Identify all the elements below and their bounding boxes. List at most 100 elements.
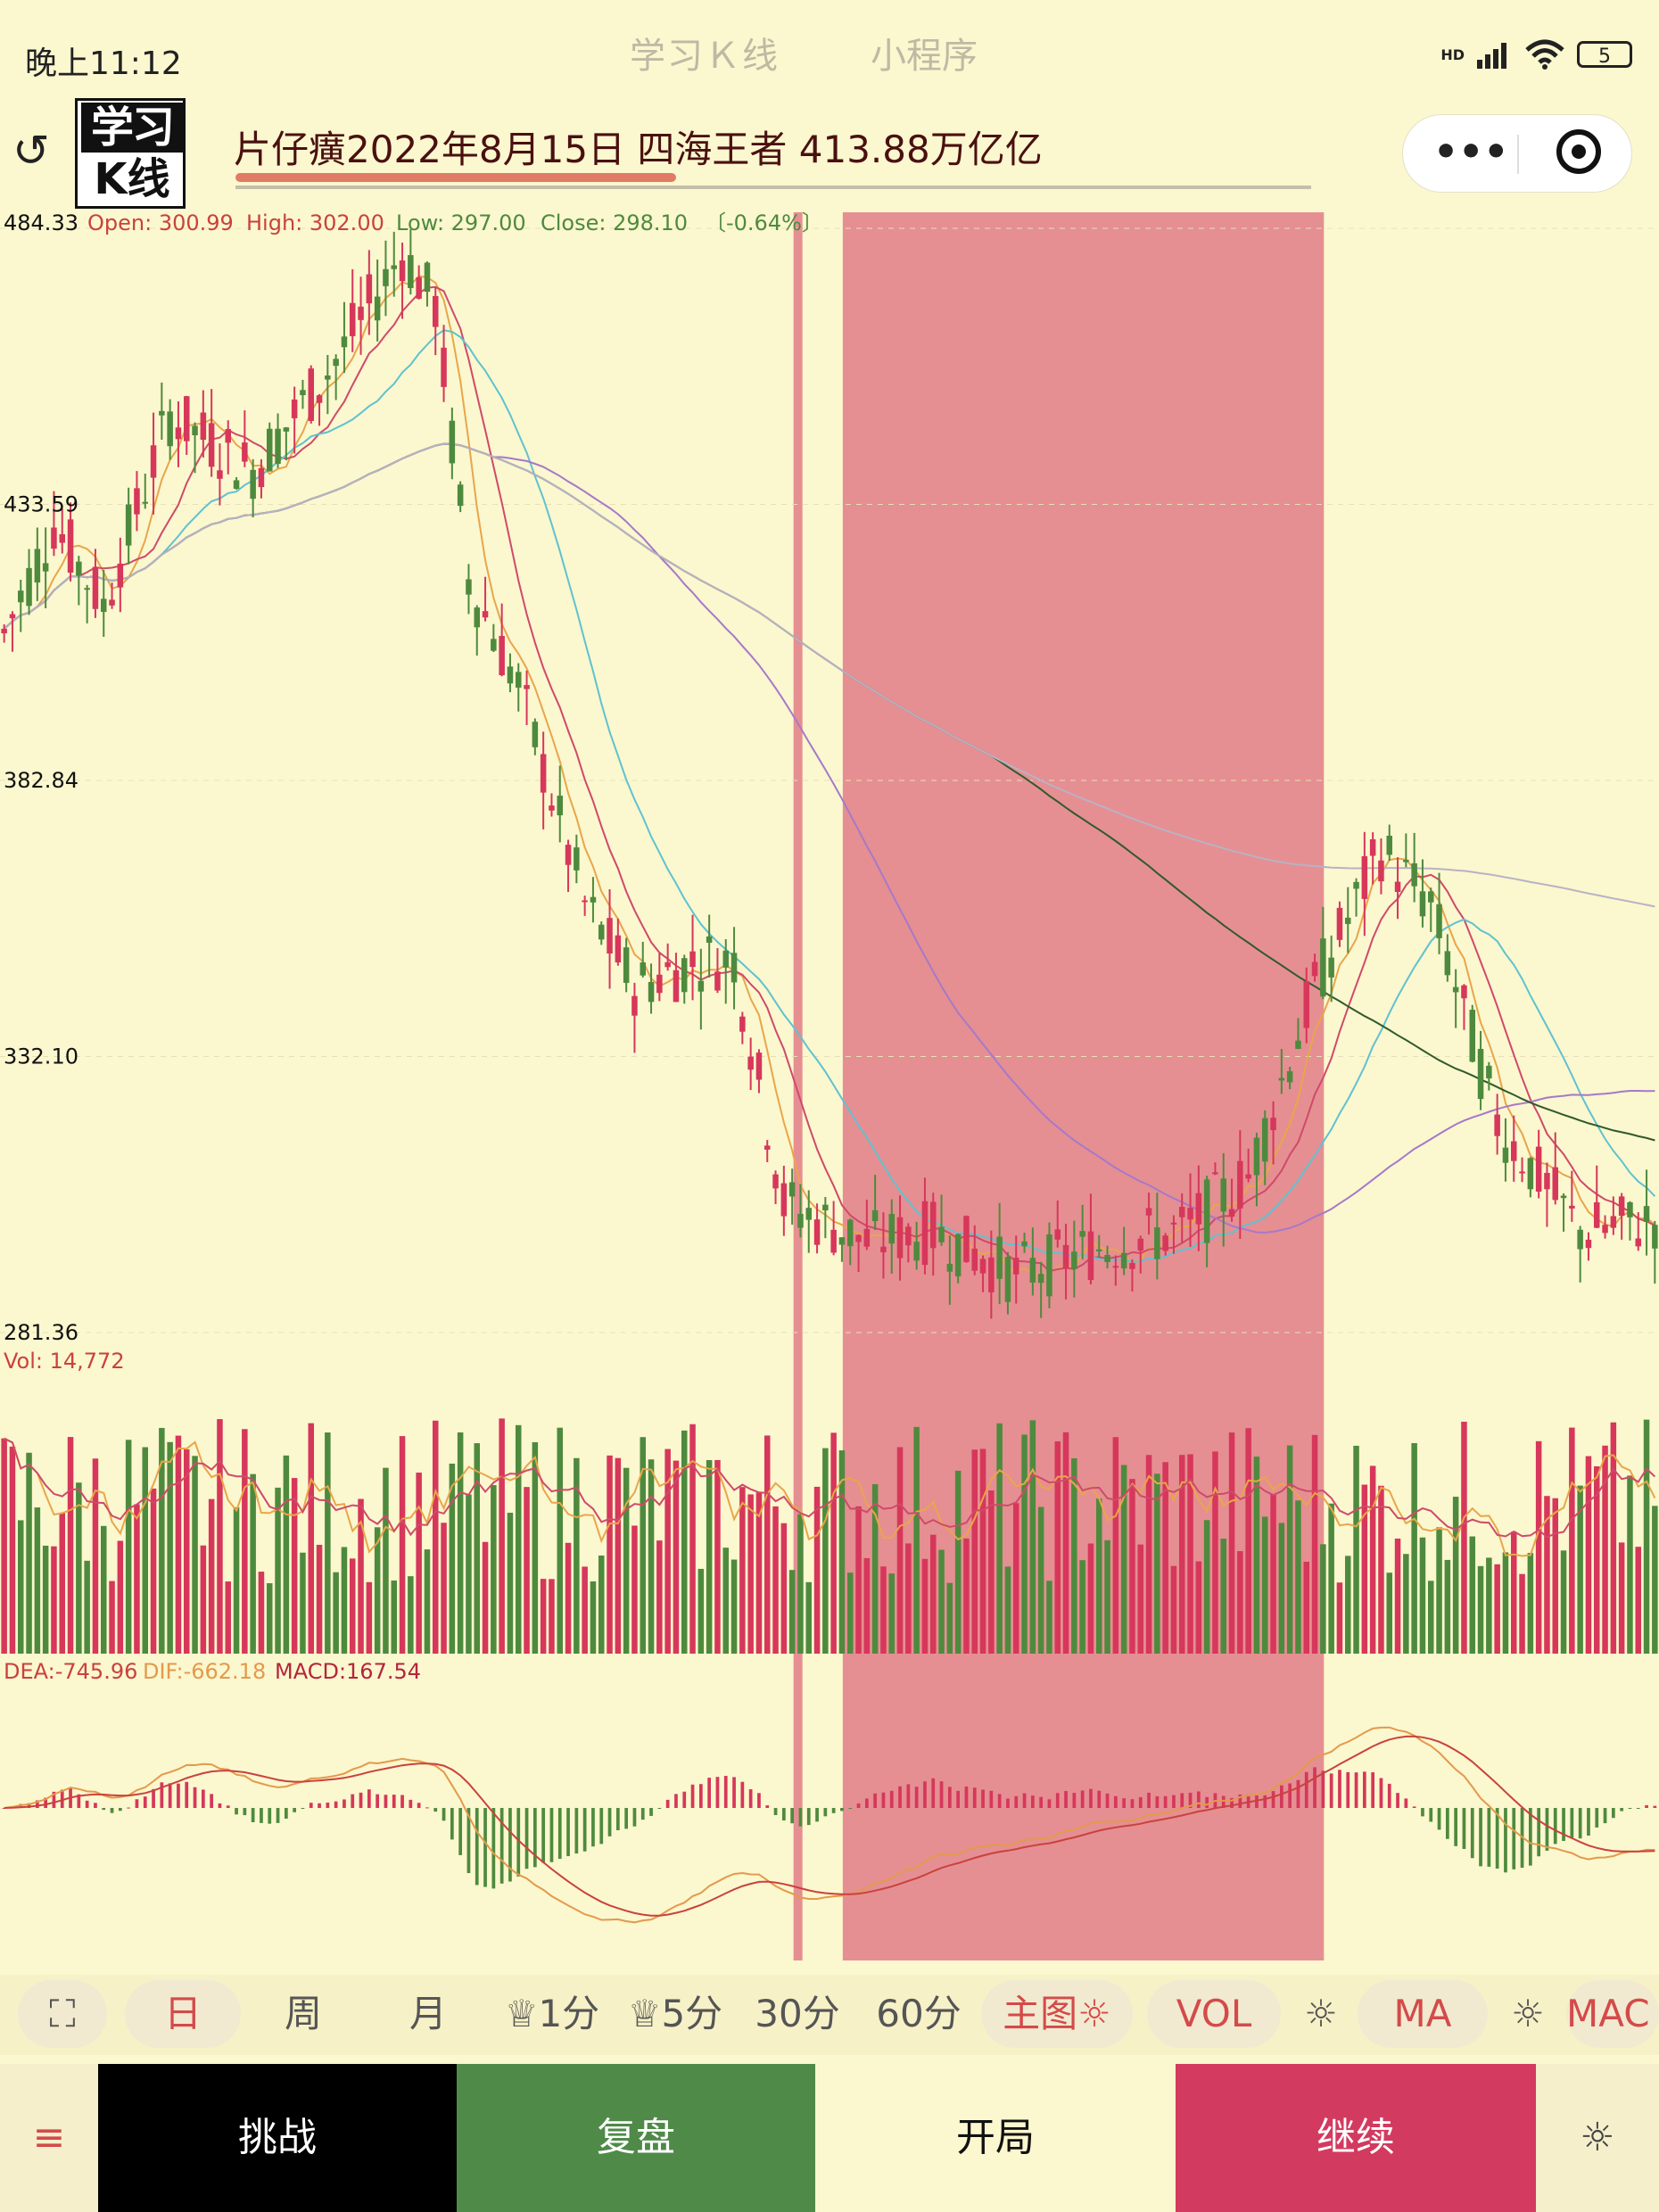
ohlc-low: Low: 297.00 — [396, 210, 526, 235]
macd-bar — [532, 1808, 537, 1868]
volume-bar — [1477, 1565, 1484, 1654]
macd-bar — [1412, 1806, 1416, 1808]
macd-bar — [748, 1789, 753, 1808]
macd-bar — [732, 1777, 736, 1808]
macd-bar — [1263, 1795, 1267, 1808]
candle-body — [391, 265, 398, 269]
macd-bar — [409, 1799, 413, 1808]
candle-body — [1436, 904, 1442, 938]
refresh-icon[interactable]: ↺ — [12, 125, 50, 177]
period-day[interactable]: 日 — [125, 1980, 241, 2048]
macd-bar — [698, 1784, 703, 1808]
indicator-ma[interactable]: MA — [1358, 1980, 1488, 2048]
ohlc-close: Close: 298.10 — [541, 210, 688, 235]
macd-bar — [682, 1791, 687, 1808]
volume-bar — [532, 1441, 539, 1654]
candle-body — [921, 1201, 929, 1266]
candle-body — [946, 1263, 953, 1272]
candle-body — [871, 1209, 879, 1222]
volume-bar — [598, 1556, 605, 1654]
macd-bar — [218, 1803, 222, 1808]
volume-bar — [515, 1424, 522, 1654]
macd-bar — [690, 1784, 695, 1808]
volume-bar — [391, 1581, 398, 1654]
volume-bar — [838, 1450, 846, 1654]
macd-dif-label: DIF:-662.18 — [143, 1659, 266, 1684]
indicator-vol[interactable]: VOL — [1147, 1980, 1281, 2048]
period-60min[interactable]: 60分 — [876, 1992, 962, 2035]
close-miniprogram-icon[interactable] — [1556, 129, 1601, 174]
macd-bar — [1014, 1795, 1019, 1808]
ohlc-high: High: 302.00 — [246, 210, 384, 235]
macd-bar — [931, 1778, 936, 1808]
candle-body — [266, 428, 273, 472]
candle-body — [1253, 1137, 1260, 1176]
volume-bar — [291, 1478, 298, 1654]
macd-bar — [1313, 1767, 1316, 1808]
candle-body — [722, 950, 730, 968]
candle-body — [664, 962, 671, 968]
macd-bar — [1238, 1794, 1242, 1808]
volume-bar — [383, 1467, 389, 1654]
ma-settings[interactable]: ☼ — [1511, 1992, 1545, 2035]
period-week[interactable]: 周 — [284, 1992, 322, 2035]
volume-bar — [1037, 1506, 1044, 1654]
candle-body — [954, 1234, 962, 1276]
volume-bar — [175, 1435, 182, 1654]
volume-bar — [308, 1423, 315, 1654]
more-icon[interactable]: ••• — [1433, 129, 1509, 175]
continue-button[interactable]: 继续 — [1176, 2064, 1536, 2212]
start-button[interactable]: 开局 — [815, 2064, 1176, 2212]
ohlc-open: Open: 300.99 — [87, 210, 234, 235]
candle-body — [1635, 1238, 1642, 1247]
volume-bar — [524, 1487, 530, 1654]
macd-bar — [1578, 1808, 1582, 1839]
macd-bar — [524, 1808, 529, 1869]
candle-body — [763, 1145, 771, 1150]
challenge-button[interactable]: 挑战 — [98, 2064, 457, 2212]
macd-bar — [1122, 1798, 1127, 1808]
kline-chart[interactable]: 484.33 433.59 382.84 332.10 281.36 Open: 300… — [0, 207, 1659, 1964]
settings-icon[interactable]: ☼ — [1536, 2064, 1659, 2212]
volume-bar — [9, 1446, 16, 1654]
volume-bar — [1577, 1485, 1583, 1654]
period-5min[interactable]: ♕5分 — [627, 1992, 723, 2035]
menu-icon[interactable]: ≡ — [0, 2064, 98, 2212]
candle-body — [349, 302, 356, 336]
macd-bar — [210, 1794, 214, 1808]
highlight-range — [842, 212, 1325, 1960]
candle-body — [1585, 1239, 1592, 1249]
candle-body — [697, 980, 705, 992]
volume-bar — [1535, 1440, 1542, 1654]
macd-bar — [1089, 1788, 1093, 1808]
volume-bar — [540, 1579, 547, 1654]
macd-bar — [1504, 1808, 1507, 1873]
candle-body — [963, 1216, 970, 1262]
period-1min[interactable]: ♕1分 — [504, 1992, 600, 2035]
macd-bar — [1030, 1795, 1035, 1808]
fullscreen-icon[interactable]: ⛶ — [18, 1980, 107, 2048]
period-30min[interactable]: 30分 — [755, 1992, 840, 2035]
macd-bar — [1047, 1799, 1052, 1808]
volume-bar — [780, 1523, 788, 1654]
vol-settings[interactable]: ☼ — [1304, 1992, 1338, 2035]
candle-body — [788, 1182, 796, 1197]
main-chart-settings[interactable]: 主图☼ — [981, 1980, 1133, 2048]
macd-bar — [326, 1803, 330, 1808]
period-month[interactable]: 月 — [409, 1992, 447, 2035]
miniprogram-title: 学习Ｋ线 — [630, 36, 780, 77]
macd-bar — [591, 1808, 595, 1847]
macd-bar — [723, 1776, 728, 1808]
review-button[interactable]: 复盘 — [457, 2064, 815, 2212]
candle-body — [755, 1052, 763, 1080]
macd-bar — [632, 1808, 637, 1827]
macd-bar — [1387, 1783, 1391, 1808]
candle-body — [1386, 835, 1393, 855]
macd-bar — [906, 1784, 911, 1808]
indicator-macd[interactable]: MAC — [1566, 1980, 1659, 2048]
candle-body — [1071, 1251, 1077, 1269]
volume-bar — [871, 1484, 879, 1654]
macd-bar — [85, 1800, 89, 1808]
candle-body — [1046, 1234, 1052, 1297]
candle-body — [242, 442, 248, 462]
